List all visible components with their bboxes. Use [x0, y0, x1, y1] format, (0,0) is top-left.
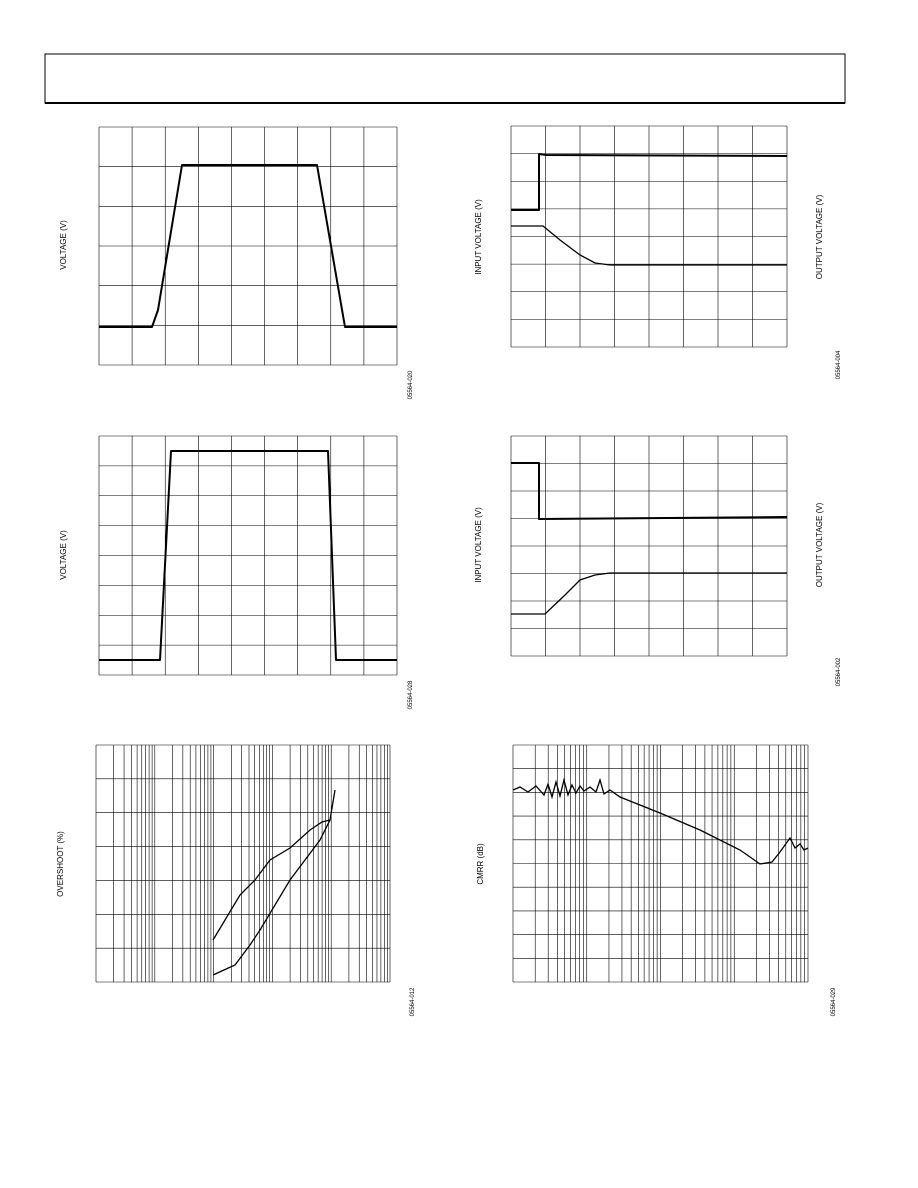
y2-label: OUTPUT VOLTAGE (V) — [815, 194, 824, 279]
figure-code: 05564-002 — [836, 657, 842, 686]
output-waveform — [511, 572, 787, 615]
y-label: VOLTAGE (V) — [59, 530, 68, 580]
y-label: INPUT VOLTAGE (V) — [474, 199, 483, 275]
figure-code: 05564-020 — [408, 370, 414, 399]
waveform — [99, 450, 397, 661]
y2-label: OUTPUT VOLTAGE (V) — [815, 502, 824, 587]
header-box — [44, 53, 846, 104]
y-label: OVERSHOOT (%) — [56, 831, 65, 897]
y-label: INPUT VOLTAGE (V) — [474, 507, 483, 583]
overshoot-curve — [212, 789, 336, 941]
cmrr-curve — [512, 777, 809, 865]
overshoot-curve — [212, 819, 331, 976]
figure-code: 05564-004 — [836, 350, 842, 379]
figure-code: 05564-028 — [408, 680, 414, 709]
input-waveform — [511, 462, 788, 520]
y-label: VOLTAGE (V) — [59, 220, 68, 270]
figure-code: 05564-012 — [410, 987, 416, 1016]
input-waveform — [511, 153, 788, 211]
y-label: CMRR (dB) — [476, 843, 485, 885]
output-waveform — [511, 225, 787, 266]
figure-code: 05564-029 — [831, 987, 837, 1016]
grids — [95, 125, 809, 983]
waveform — [99, 164, 397, 328]
